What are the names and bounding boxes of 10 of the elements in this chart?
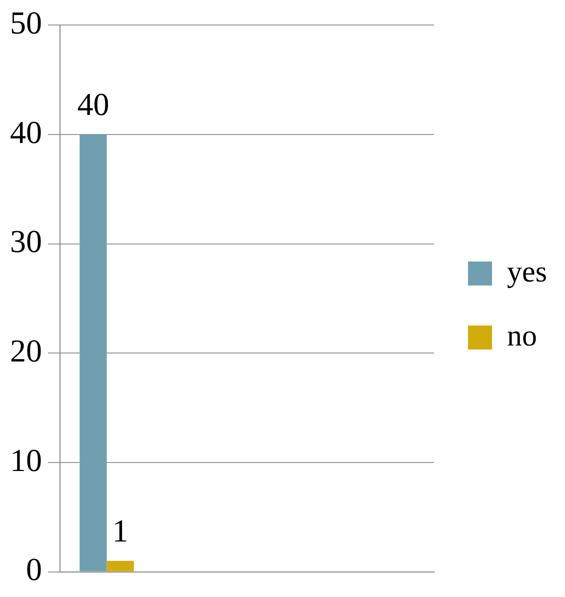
y-tick-label: 0 [26, 551, 42, 588]
y-tick-label: 50 [10, 4, 42, 41]
y-tick-label: 10 [10, 442, 42, 478]
legend-label: yes [507, 255, 548, 288]
y-tick-label: 40 [10, 114, 42, 150]
y-tick-label: 20 [10, 332, 42, 369]
legend-label: no [507, 319, 538, 352]
data-label: 1 [112, 512, 128, 548]
data-label: 40 [77, 86, 110, 122]
y-tick-label: 30 [10, 223, 42, 260]
